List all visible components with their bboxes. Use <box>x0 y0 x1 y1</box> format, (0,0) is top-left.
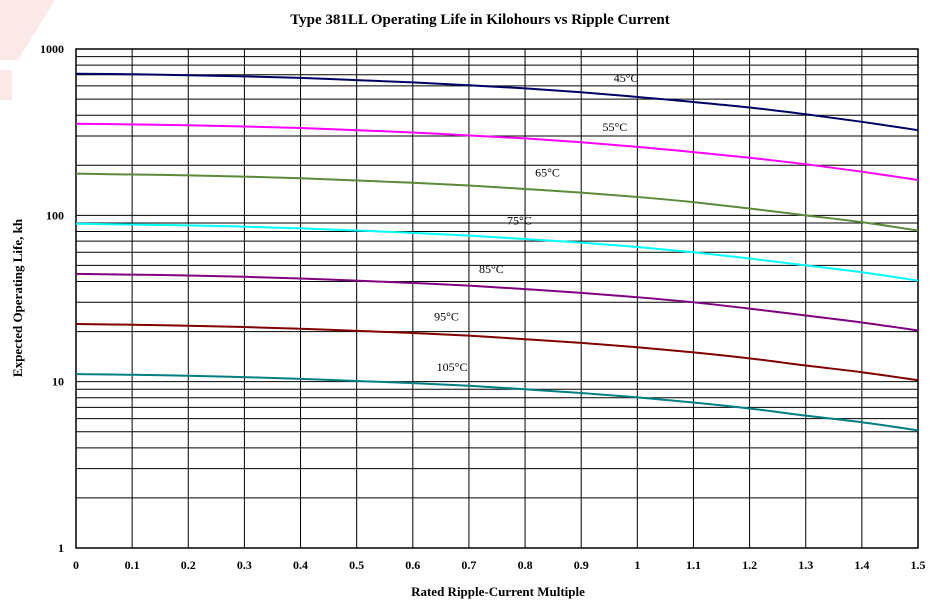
x-tick-label: 0.1 <box>125 558 140 572</box>
series-label: 65°C <box>535 165 560 179</box>
series-label: 95°C <box>434 310 459 324</box>
series-label: 45°C <box>614 71 639 85</box>
x-tick-label: 0.9 <box>574 558 589 572</box>
series-line <box>75 172 919 232</box>
y-tick-label: 10 <box>52 375 64 389</box>
series-line <box>75 222 919 282</box>
x-tick-label: 0.6 <box>405 558 420 572</box>
series-label: 75°C <box>507 214 532 228</box>
x-tick-label: 1.2 <box>742 558 757 572</box>
series-label: 105°C <box>437 360 468 374</box>
x-axis-label: Rated Ripple-Current Multiple <box>411 584 585 599</box>
tick-labels: 0 0.1 0.2 0.3 0.4 0.5 0.6 0.7 0.8 0.9 1 1.1 1.2 1.3 1.… <box>40 42 926 572</box>
series-line <box>75 122 919 182</box>
grid <box>75 48 919 549</box>
series-label: 85°C <box>479 262 504 276</box>
x-tick-label: 0.8 <box>518 558 533 572</box>
plot-frame <box>75 48 919 549</box>
series-line <box>75 323 919 382</box>
x-tick-label: 1.3 <box>798 558 813 572</box>
series-line <box>75 272 919 332</box>
x-tick-label: 1.5 <box>911 558 926 572</box>
watermark-logo <box>0 0 55 100</box>
x-tick-label: 0.3 <box>237 558 252 572</box>
chart-title: Type 381LL Operating Life in Kilohours v… <box>290 12 669 28</box>
series-label: 55°C <box>602 120 627 134</box>
x-tick-label: 0 <box>73 558 79 572</box>
series-labels: 45°C 55°C 65°C 75°C 85°C 95°C 105°C <box>434 71 638 374</box>
x-tick-label: 1 <box>634 558 640 572</box>
x-tick-label: 1.1 <box>686 558 701 572</box>
series-layer <box>75 72 919 432</box>
series-line <box>75 373 919 432</box>
x-tick-label: 0.4 <box>293 558 308 572</box>
x-tick-label: 1.4 <box>854 558 869 572</box>
y-axis-label: Expected Operating Life, kh <box>10 218 25 377</box>
y-tick-label: 100 <box>46 208 64 222</box>
x-tick-label: 0.2 <box>181 558 196 572</box>
y-tick-label: 1 <box>58 541 64 555</box>
series-line <box>75 72 919 132</box>
x-tick-label: 0.5 <box>349 558 364 572</box>
x-tick-label: 0.7 <box>461 558 476 572</box>
y-tick-label: 1000 <box>40 42 64 56</box>
